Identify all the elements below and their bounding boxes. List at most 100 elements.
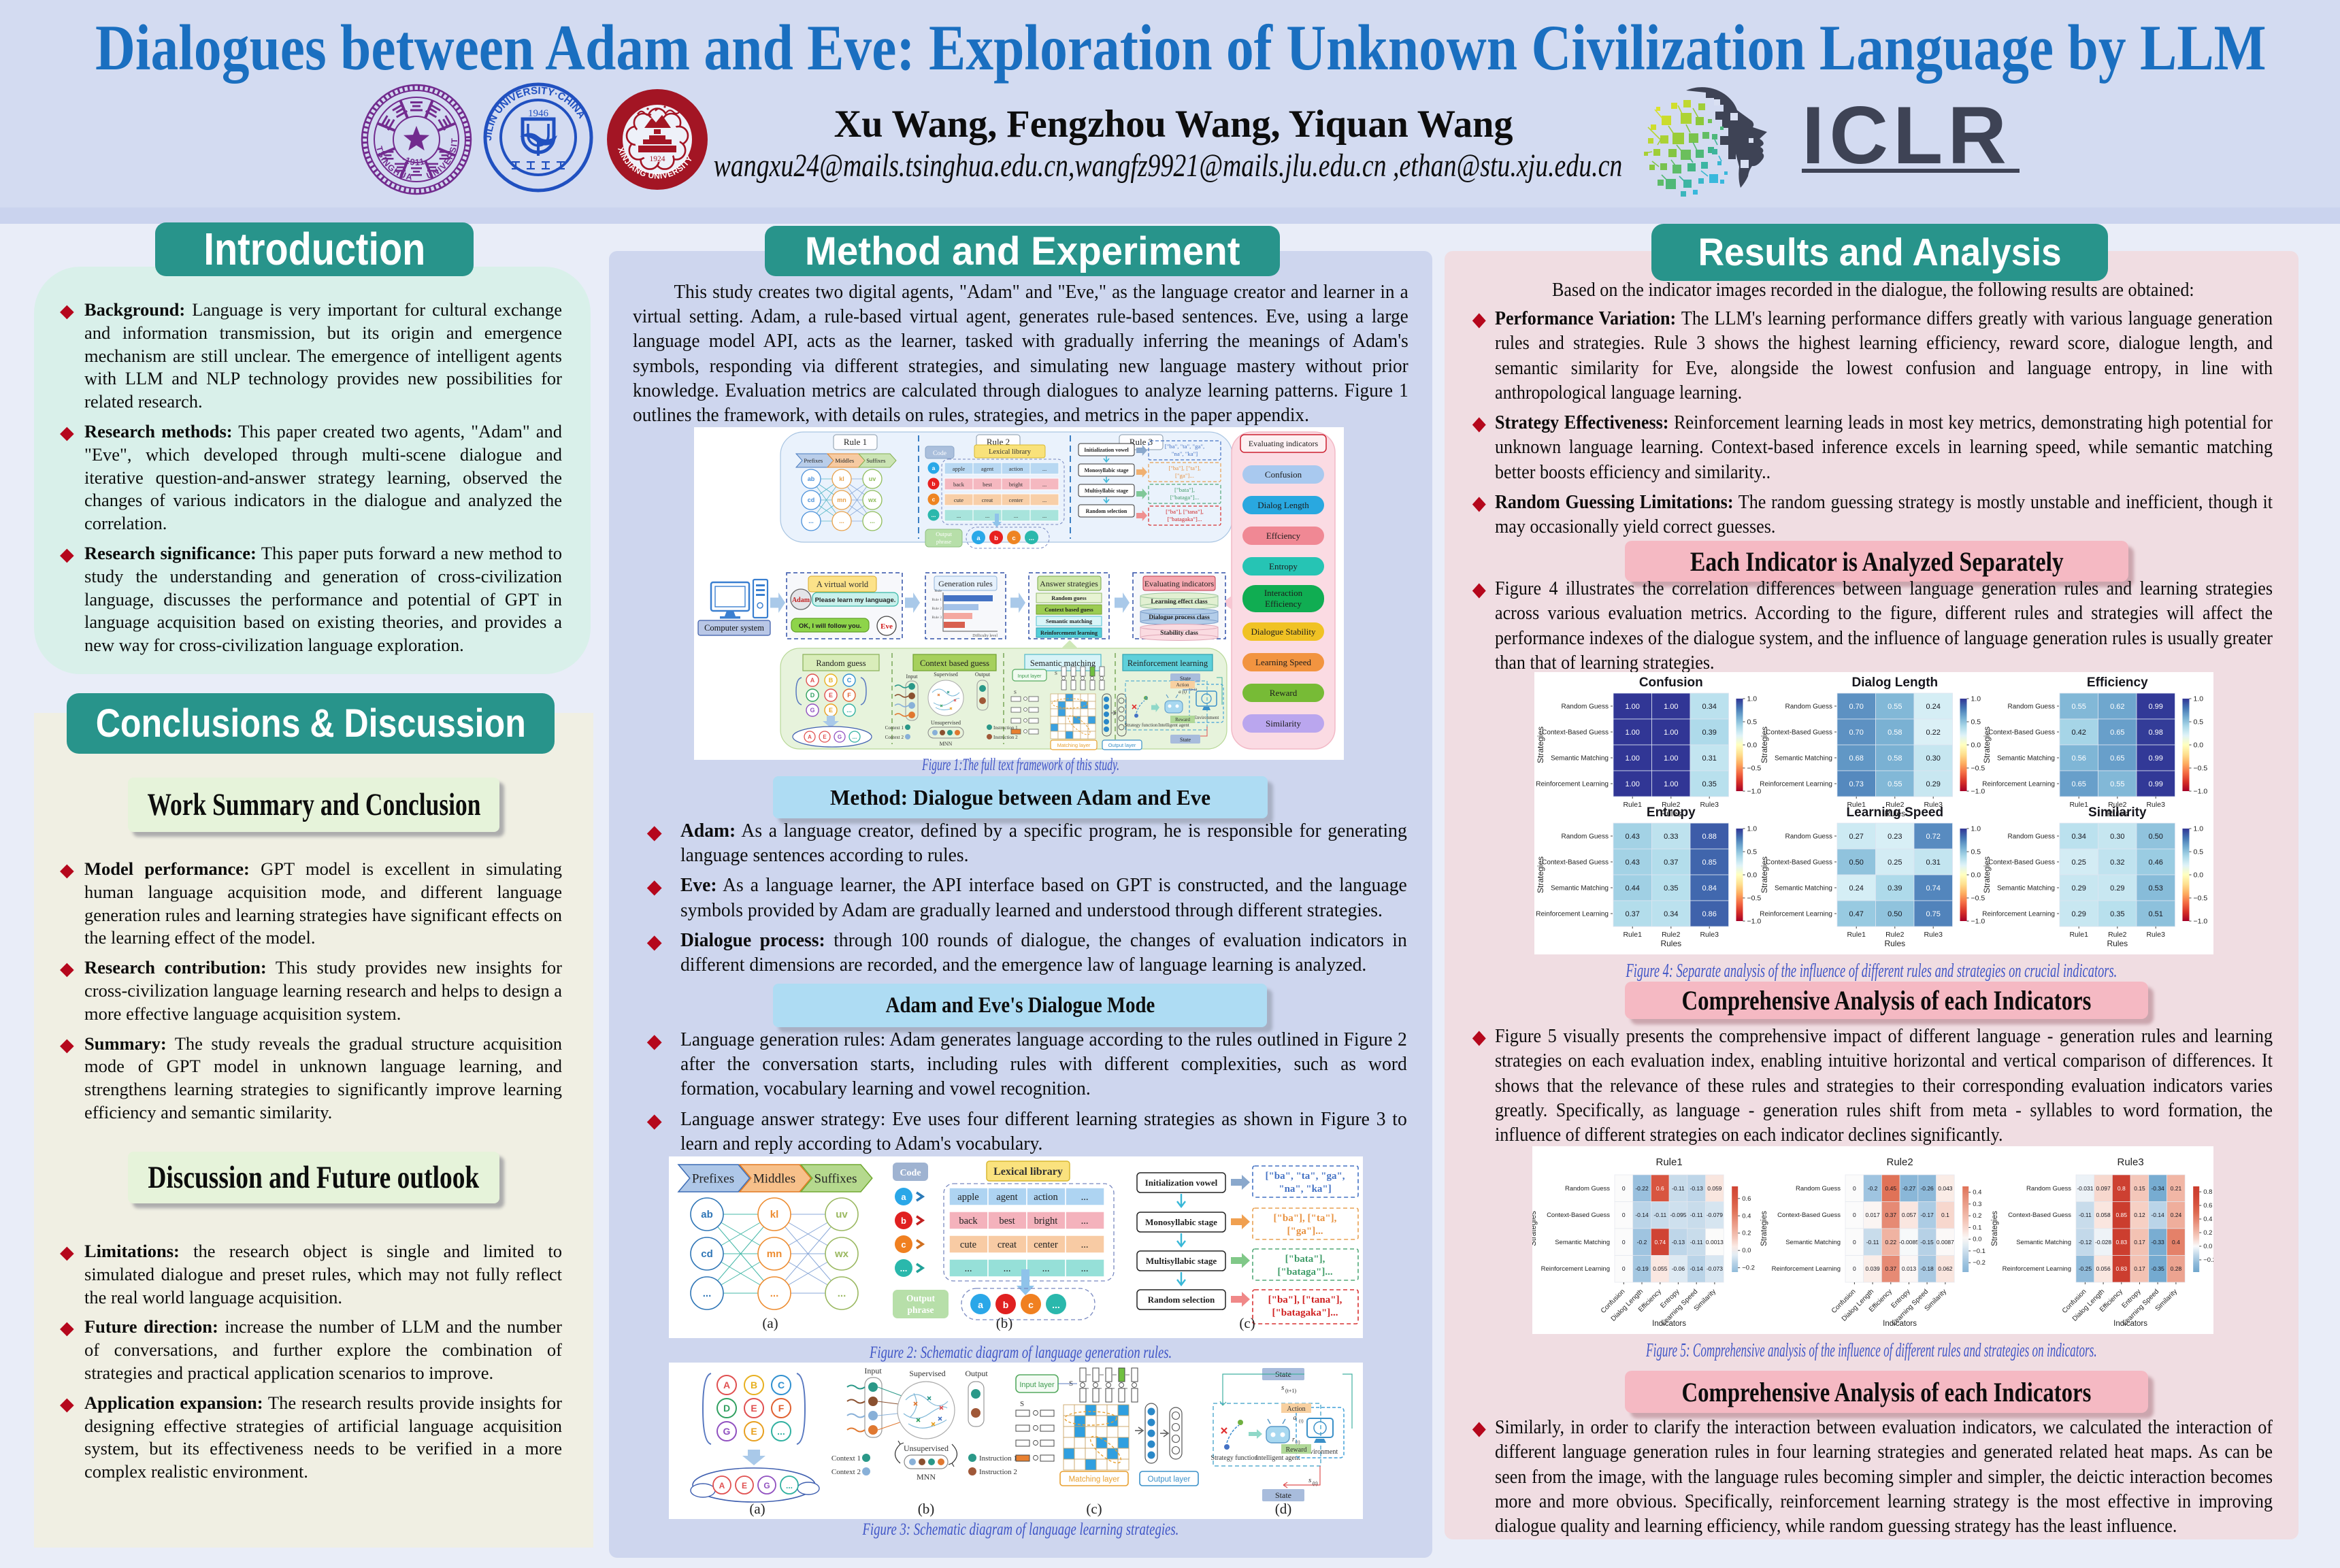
svg-text:Dialogue Stability: Dialogue Stability [1251,627,1316,637]
svg-text:["ba", "ta", "ga",: ["ba", "ta", "ga", [1265,1171,1345,1182]
svg-text:Similarity: Similarity [1266,718,1302,729]
svg-text:0.99: 0.99 [2148,754,2162,763]
svg-text:kl: kl [839,476,844,482]
svg-text:0.5: 0.5 [1971,718,1981,727]
svg-text:Indicators: Indicators [1883,1320,1917,1328]
svg-text:Initialization vowel: Initialization vowel [1084,447,1129,453]
svg-text:D: D [723,1403,730,1414]
svg-text:Strategy function: Strategy function [1210,1454,1257,1462]
svg-text:0.44: 0.44 [1625,884,1639,893]
svg-text:Rule 3: Rule 3 [1130,437,1153,447]
svg-text:Eve: Eve [880,622,893,631]
svg-text:-0.27: -0.27 [1902,1185,1916,1192]
svg-text:-0.11: -0.11 [1690,1212,1703,1218]
svg-text:-0.19: -0.19 [1635,1265,1649,1272]
svg-text:0.84: 0.84 [1702,884,1716,893]
svg-text:c: c [1012,535,1015,542]
svg-text:0.65: 0.65 [2071,780,2086,788]
svg-text:Stability class: Stability class [1160,630,1198,637]
svg-text:Intelligent agent: Intelligent agent [1255,1454,1300,1462]
svg-text:Output: Output [965,1369,988,1378]
svg-text:B: B [751,1380,757,1390]
svg-text:−0.5: −0.5 [1971,765,1985,773]
svg-text:creat: creat [998,1239,1017,1250]
svg-text:Context-Based Guess: Context-Based Guess [1766,729,1832,737]
svg-text:Rule 2: Rule 2 [987,437,1010,447]
svg-text:0.4: 0.4 [1973,1189,1981,1197]
svg-text:Suffixes: Suffixes [814,1172,857,1186]
svg-text:0.12: 0.12 [2134,1212,2145,1218]
svg-text:0.2: 0.2 [1973,1212,1981,1220]
svg-text:wx: wx [868,497,876,503]
svg-text:0.0: 0.0 [2194,871,2204,880]
svg-text:Random selection: Random selection [1086,508,1127,514]
svg-text:E: E [751,1403,757,1414]
svg-text:0.15: 0.15 [2134,1185,2145,1192]
svg-text:0.097: 0.097 [2096,1185,2111,1192]
svg-text:Random Guess: Random Guess [1562,703,1609,711]
svg-text:Efficiency: Efficiency [2087,675,2148,690]
svg-text:G: G [838,734,842,740]
svg-text:A: A [808,734,812,740]
svg-text:−0.5: −0.5 [1747,765,1762,773]
svg-text:Lexical library: Lexical library [993,1166,1063,1178]
svg-text:Context 1: Context 1 [831,1454,861,1463]
svg-text:...: ... [1042,481,1047,488]
svg-text:0.55: 0.55 [1888,780,1902,788]
svg-text:Random Guess: Random Guess [2008,703,2055,711]
svg-text:Lexical library: Lexical library [989,448,1032,456]
svg-text:0.21: 0.21 [2171,1185,2182,1192]
svg-text:C: C [847,677,852,684]
svg-text:...: ... [1042,497,1047,503]
svg-text:0.70: 0.70 [1849,729,1863,737]
svg-text:0: 0 [1622,1239,1626,1246]
svg-text:0: 0 [1622,1212,1626,1218]
svg-text:["ba"], ["ta"],: ["ba"], ["ta"], [1168,465,1200,471]
svg-text:0.5: 0.5 [1971,848,1981,856]
svg-text:0.37: 0.37 [1885,1212,1897,1218]
svg-text:Prefixes: Prefixes [692,1172,734,1186]
svg-text:Reinforcement Learning: Reinforcement Learning [1982,911,2055,918]
svg-text:F: F [847,692,851,699]
svg-text:0.47: 0.47 [1849,910,1863,918]
svg-text:S: S [1014,690,1017,695]
svg-text:Strategies: Strategies [1760,1211,1768,1246]
svg-text:...: ... [957,512,961,519]
svg-text:Context-Based Guess: Context-Based Guess [1542,729,1609,737]
svg-text:0.73: 0.73 [1849,780,1863,788]
svg-text:−0.2: −0.2 [1742,1265,1755,1272]
svg-text:c: c [932,496,936,503]
svg-text:0: 0 [1853,1239,1856,1246]
svg-text:Environment: Environment [1302,1448,1338,1456]
svg-text:Matching layer: Matching layer [1069,1475,1120,1484]
svg-text:...: ... [770,1288,779,1299]
svg-text:S: S [1055,671,1057,676]
svg-text:Strategies: Strategies [1532,1211,1538,1246]
svg-text:Rule2: Rule2 [2108,931,2127,939]
svg-text:Rule1: Rule1 [1623,801,1642,809]
svg-text:...: ... [1042,465,1047,472]
svg-text:Semantic Matching: Semantic Matching [1551,755,1609,763]
svg-text:center: center [1034,1239,1058,1250]
svg-text:Rule 1: Rule 1 [932,598,942,602]
svg-text:0.6: 0.6 [1742,1195,1751,1203]
svg-text:cute: cute [954,497,963,503]
svg-text:0.4: 0.4 [2203,1216,2212,1223]
svg-text:0.0: 0.0 [1747,871,1758,880]
svg-text:0.0: 0.0 [1973,1236,1981,1244]
svg-text:0.58: 0.58 [1888,754,1902,763]
svg-text:0.8: 0.8 [2203,1188,2212,1196]
svg-text:Random Guess: Random Guess [1562,833,1609,841]
svg-text:0.85: 0.85 [2116,1212,2128,1218]
svg-text:0.0: 0.0 [2194,741,2204,750]
svg-text:Semantic Matching: Semantic Matching [1555,1239,1610,1246]
svg-text:0.99: 0.99 [2148,780,2162,788]
svg-text:0.74: 0.74 [1655,1239,1666,1246]
svg-text:mn: mn [767,1248,782,1260]
svg-text:Similarity: Similarity [2088,805,2147,820]
svg-text:"na", "ka"]: "na", "ka"] [1172,450,1198,457]
svg-text:Evaluating indicators: Evaluating indicators [1144,579,1215,588]
svg-text:−1.0: −1.0 [1971,918,1985,926]
svg-text:Please learn my language.: Please learn my language. [815,597,896,604]
svg-text:-0.15: -0.15 [1920,1239,1934,1246]
